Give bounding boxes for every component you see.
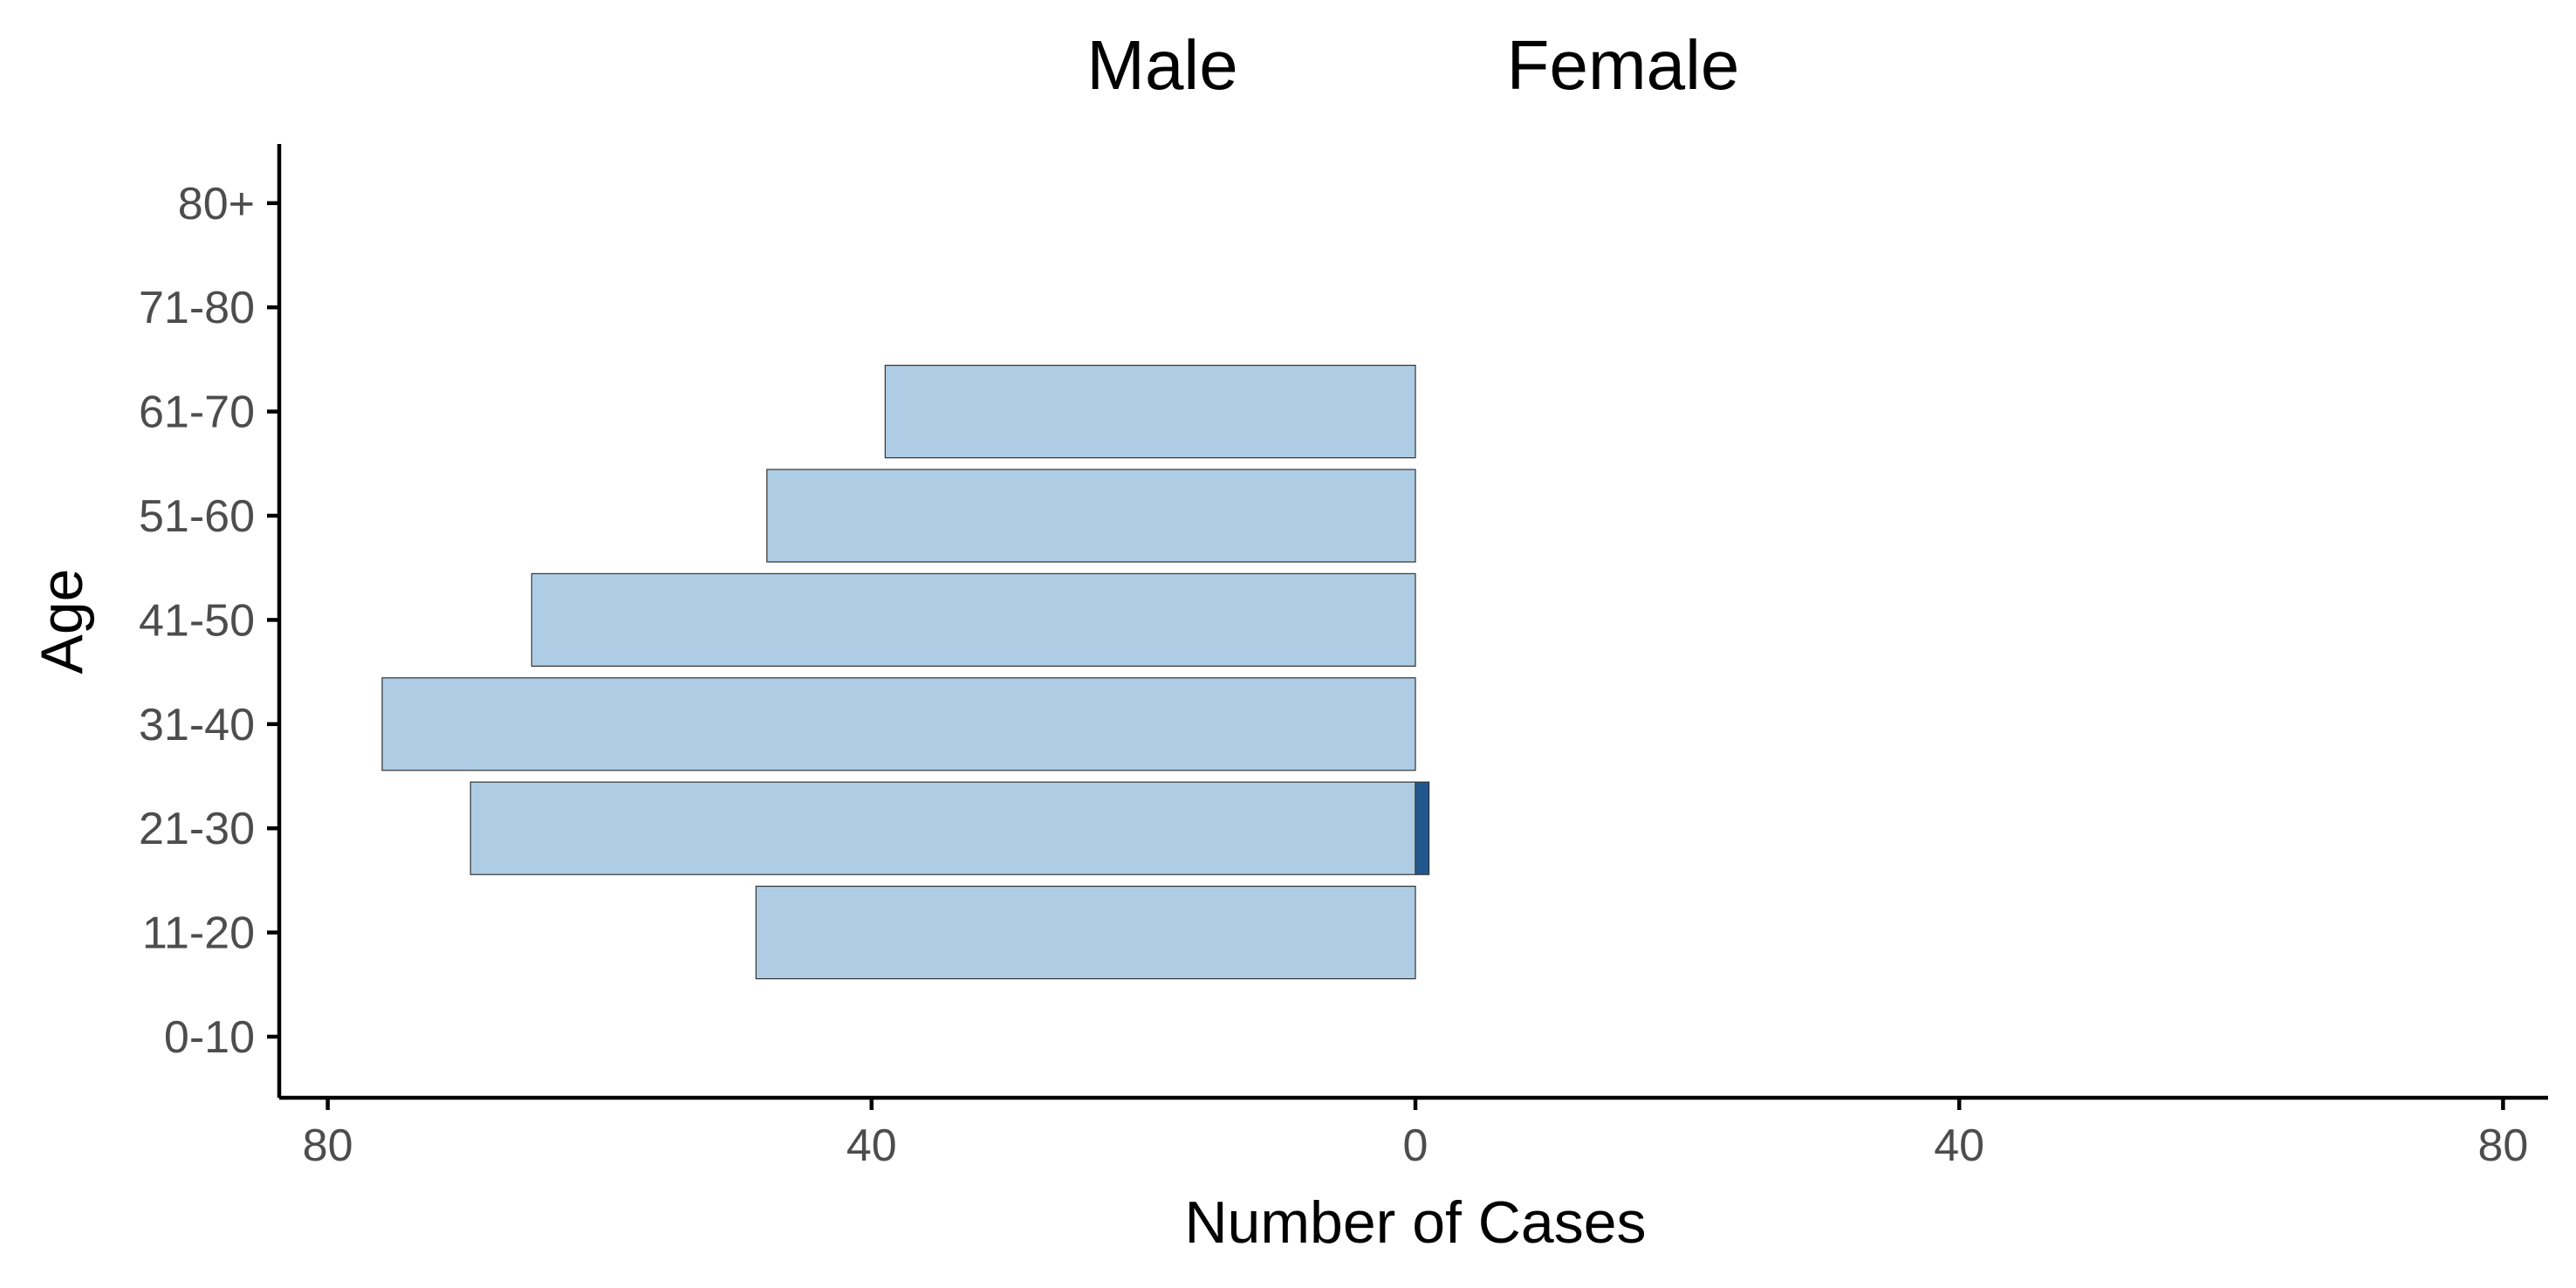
y-tick-label-71-80: 71-80 xyxy=(139,283,255,333)
y-tick-label-41-50: 41-50 xyxy=(139,595,255,646)
female-side-title: Female xyxy=(1507,26,1740,104)
x-axis-title: Number of Cases xyxy=(1184,1189,1646,1256)
bar-left-51-60 xyxy=(766,469,1416,563)
x-tick-label-3: 40 xyxy=(1934,1120,1984,1171)
bar-left-21-30 xyxy=(469,781,1416,875)
y-tick-label-21-30: 21-30 xyxy=(139,804,255,854)
x-axis-ticks: 80 40 0 40 80 xyxy=(303,1098,2528,1171)
y-tick-label-11-20: 11-20 xyxy=(142,908,255,959)
y-tick-label-0-10: 0-10 xyxy=(164,1012,255,1063)
y-tick-label-61-70: 61-70 xyxy=(139,387,255,438)
x-tick-label-2: 0 xyxy=(1403,1120,1428,1171)
bar-left-41-50 xyxy=(531,572,1416,668)
bar-left-11-20 xyxy=(755,885,1416,980)
bar-left-61-70 xyxy=(884,365,1416,459)
x-tick-label-1: 40 xyxy=(846,1120,897,1171)
y-tick-label-80+: 80+ xyxy=(178,179,255,230)
bars xyxy=(381,365,1430,980)
y-tick-label-31-40: 31-40 xyxy=(139,700,255,750)
x-tick-label-4: 80 xyxy=(2477,1120,2528,1171)
y-axis-title: Age xyxy=(29,569,95,675)
bar-right-21-30 xyxy=(1415,781,1430,875)
bar-left-31-40 xyxy=(381,677,1416,771)
x-tick-label-0: 80 xyxy=(303,1120,353,1171)
y-axis-ticks: 0-10 11-20 21-30 31-40 41-50 51-60 61-70 71-80 8… xyxy=(139,179,279,1063)
y-tick-label-51-60: 51-60 xyxy=(139,491,255,542)
male-side-title: Male xyxy=(1086,26,1237,104)
